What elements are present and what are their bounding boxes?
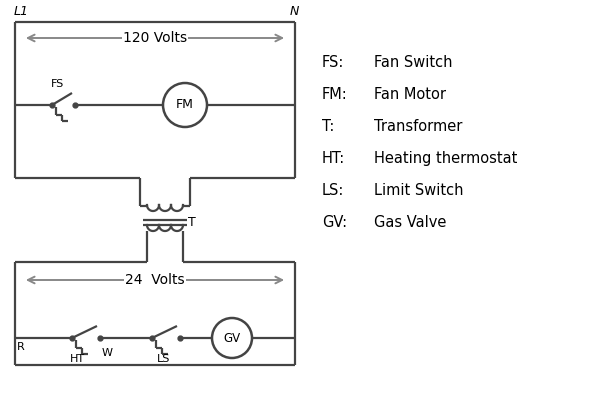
Text: FS:: FS: [322, 55, 345, 70]
Text: FM:: FM: [322, 87, 348, 102]
Text: HT:: HT: [322, 151, 345, 166]
Text: FM: FM [176, 98, 194, 112]
Text: Limit Switch: Limit Switch [374, 183, 464, 198]
Text: L1: L1 [14, 5, 29, 18]
Text: Gas Valve: Gas Valve [374, 215, 447, 230]
Text: R: R [17, 342, 25, 352]
Text: LS: LS [157, 354, 171, 364]
Text: GV:: GV: [322, 215, 347, 230]
Text: LS:: LS: [322, 183, 345, 198]
Text: W: W [102, 348, 113, 358]
Text: T:: T: [322, 119, 335, 134]
Text: FS: FS [51, 79, 64, 89]
Text: T: T [188, 216, 196, 229]
Text: HT: HT [70, 354, 85, 364]
Text: Transformer: Transformer [374, 119, 463, 134]
Text: GV: GV [224, 332, 241, 344]
Text: Fan Switch: Fan Switch [374, 55, 453, 70]
Text: N: N [290, 5, 299, 18]
Text: Fan Motor: Fan Motor [374, 87, 446, 102]
Text: 24  Volts: 24 Volts [125, 273, 185, 287]
Text: 120 Volts: 120 Volts [123, 31, 187, 45]
Text: Heating thermostat: Heating thermostat [374, 151, 517, 166]
